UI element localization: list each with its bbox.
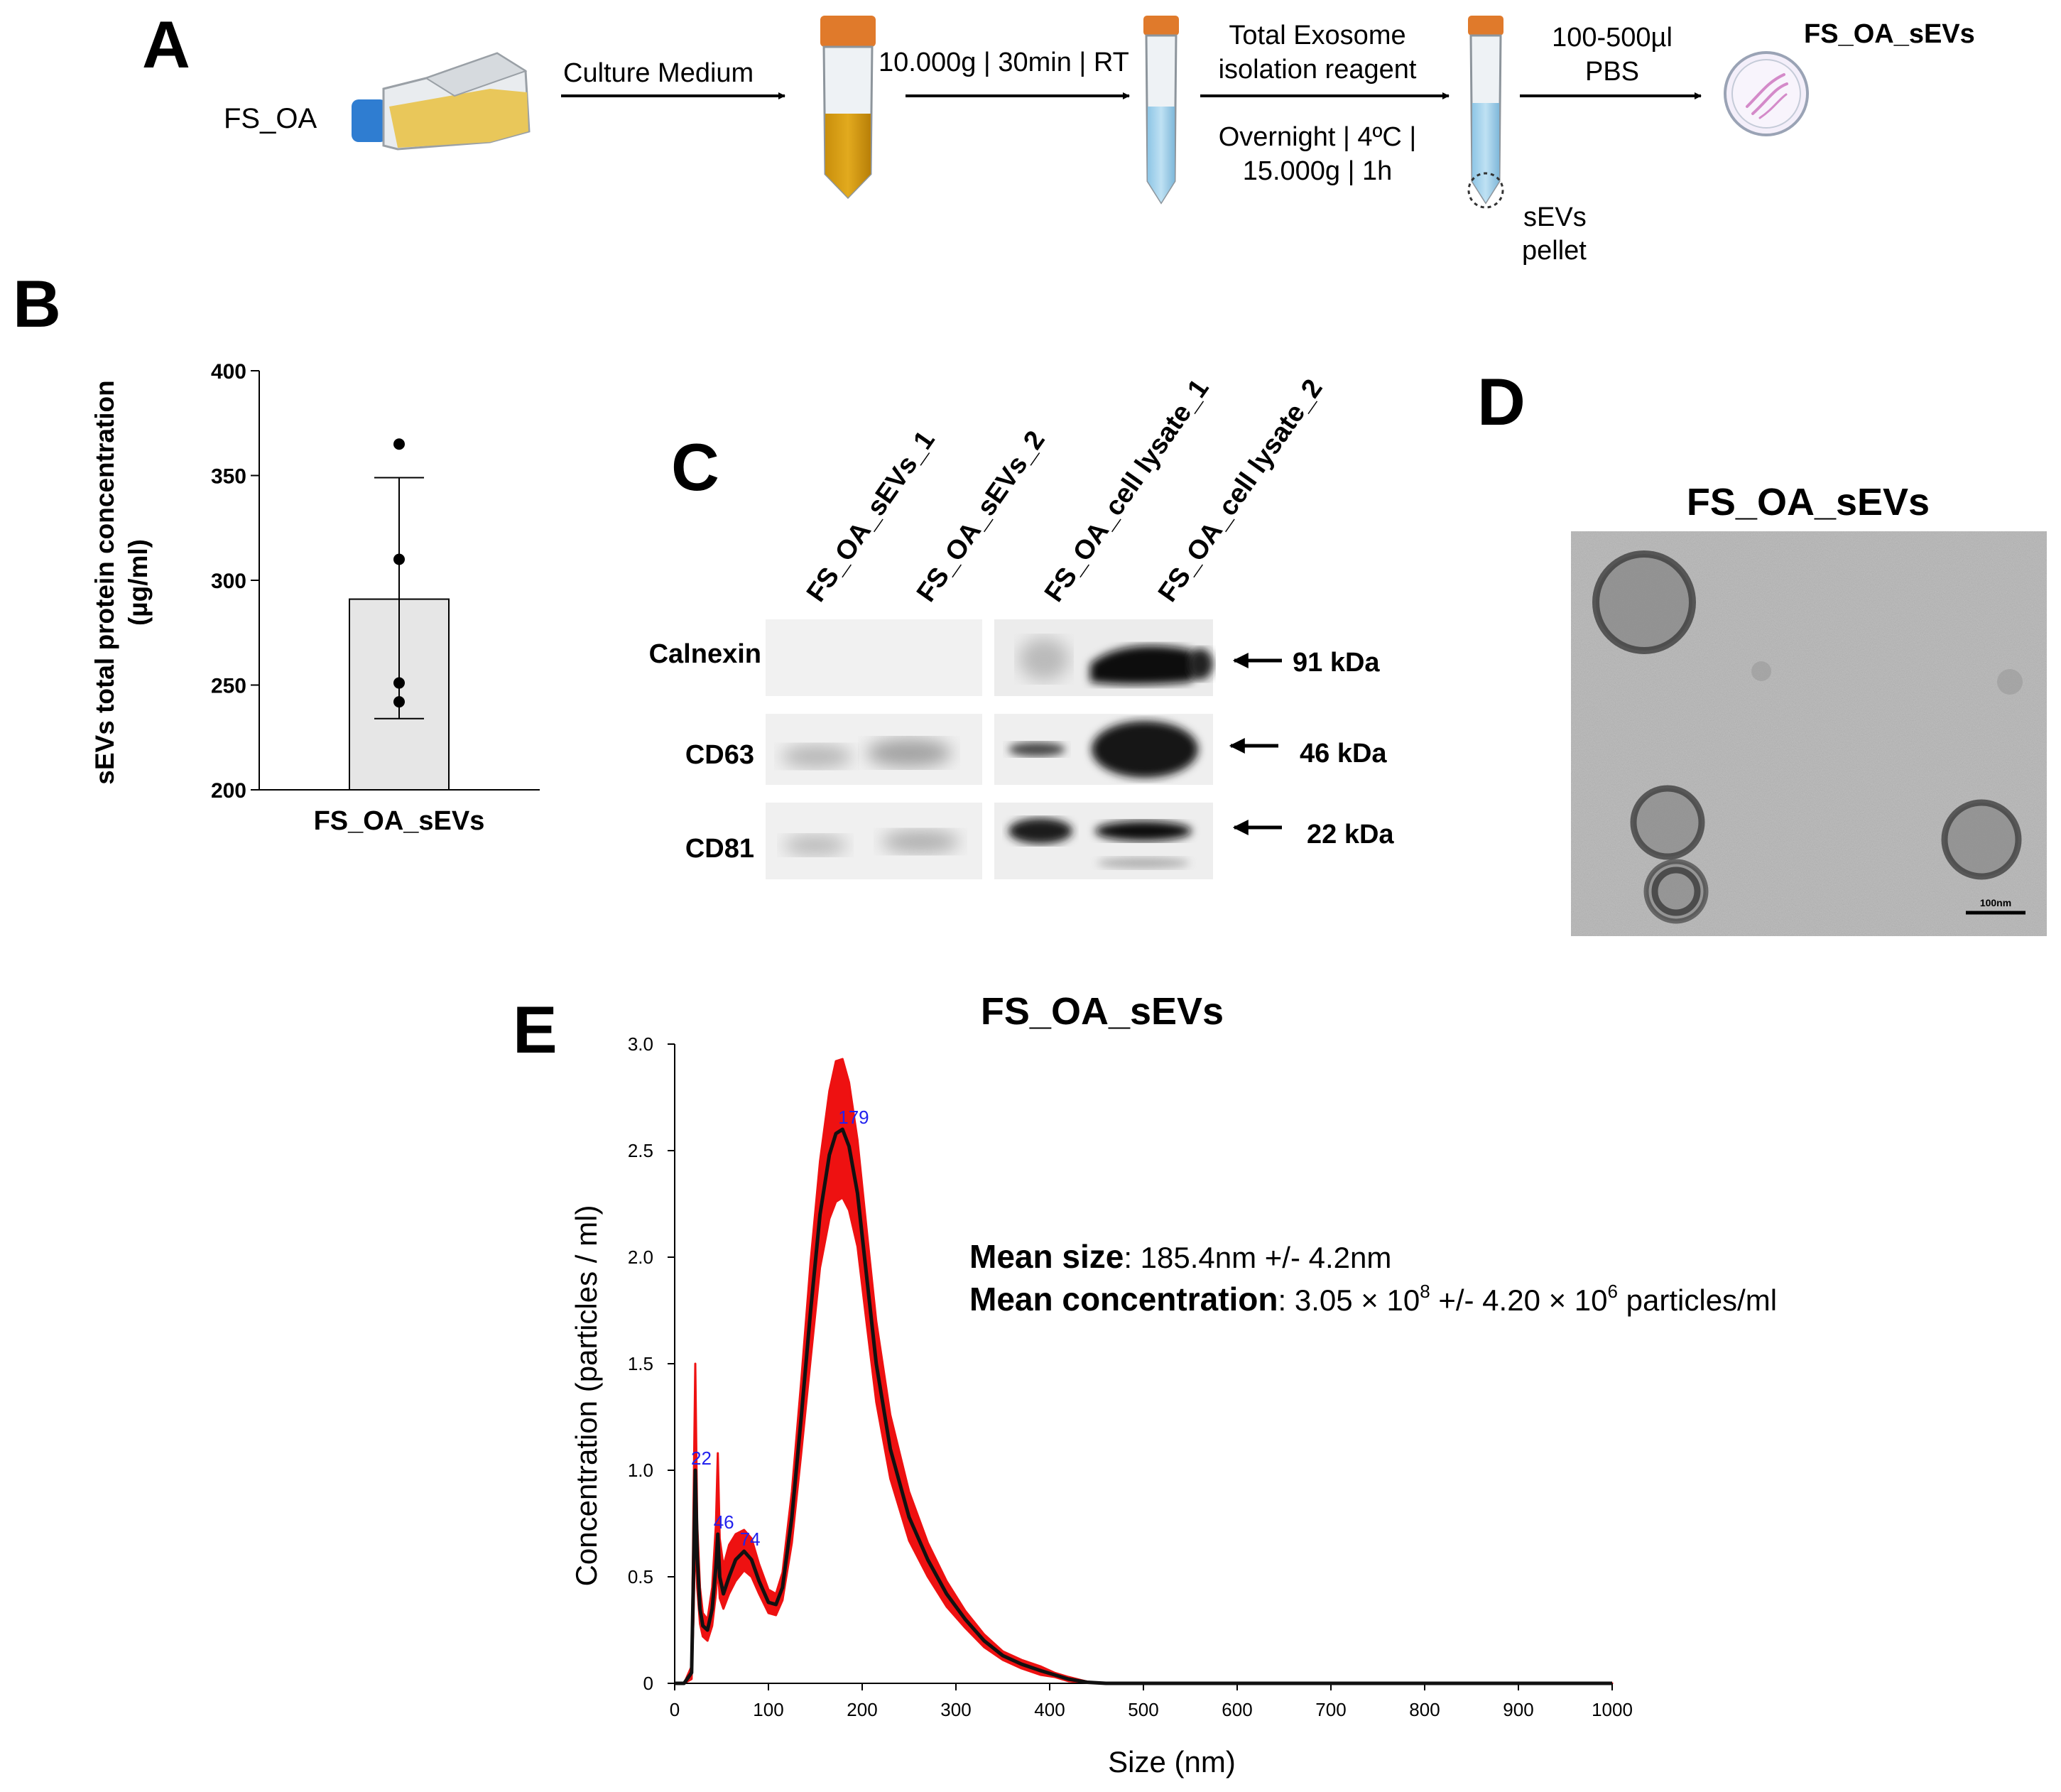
tem-vesicle: [1592, 550, 1696, 654]
tem-vesicle: [1630, 785, 1705, 860]
centrifuge-tube-icon: [820, 16, 876, 200]
chart-b-marks: FS_OA_sEVs: [314, 438, 485, 836]
chart-b-y-tick-label: 300: [211, 570, 246, 593]
chart-e-x-tick-label: 900: [1503, 1699, 1533, 1720]
chart-e-x-tick-label: 400: [1034, 1699, 1065, 1720]
mean-concentration-label: Mean concentration: [969, 1281, 1278, 1318]
petri-dish-icon: [1724, 51, 1809, 136]
blot-marker-name: Calnexin: [649, 639, 761, 669]
chart-e-xlabel: Size (nm): [1108, 1745, 1236, 1779]
chart-e-x-tick-label: 1000: [1592, 1699, 1633, 1720]
chart-e-marks: 22 46 74 179: [675, 1107, 1612, 1685]
tem-vesicle: [1941, 799, 2022, 880]
tem-vesicle: [1643, 859, 1709, 924]
panel-label-b: B: [13, 266, 61, 341]
workflow-step-overnight-line2: 15.000g | 1h: [1243, 156, 1393, 186]
mean-concentration-text: Mean concentration: 3.05 × 108 +/- 4.20 …: [969, 1281, 1777, 1318]
pellet-label-line1: sEVs: [1523, 202, 1587, 232]
culture-flask-icon: [352, 52, 531, 151]
mean-concentration-a: : 3.05 × 10: [1278, 1283, 1420, 1317]
chart-e-x-tick-label: 800: [1409, 1699, 1440, 1720]
chart-b-y-tick-label: 400: [211, 360, 246, 384]
chart-e-x-tick-label: 100: [753, 1699, 783, 1720]
blot-row-cd81: CD81 22 kDa: [685, 803, 1394, 879]
chart-e-band: [673, 1058, 1614, 1685]
blot-kda-label: 22 kDa: [1307, 820, 1394, 849]
chart-e-error-band: [673, 1058, 1614, 1685]
chart-e-x-tick-label: 700: [1315, 1699, 1346, 1720]
western-blot-lane-labels: FS_OA_sEVs_1 FS_OA_sEVs_2 FS_OA_cell lys…: [801, 374, 1329, 608]
workflow-source-label: FS_OA: [224, 103, 317, 134]
chart-e-x-tick-label: 200: [847, 1699, 877, 1720]
chart-b: 200 250 300 350 400 FS_OA_sEVs: [211, 360, 540, 836]
chart-b-y-tick-label: 200: [211, 779, 246, 803]
mean-concentration-exp-a: 8: [1420, 1281, 1430, 1302]
chart-e-ylabel: Concentration (particles / ml): [570, 1205, 603, 1587]
chart-b-ylabel-line2: (µg/ml): [124, 539, 153, 626]
tem-scale-label: 100nm: [1980, 897, 2011, 908]
tem-micrograph: 100nm: [1571, 531, 2047, 936]
chart-b-y-tick-label: 350: [211, 465, 246, 489]
chart-e-title: FS_OA_sEVs: [981, 990, 1224, 1033]
workflow-step-reagent-line1: Total Exosome: [1229, 21, 1405, 50]
workflow-product-label: FS_OA_sEVs: [1804, 19, 1975, 49]
blot-kda-label: 91 kDa: [1293, 648, 1380, 678]
chart-e-y-tick-label: 3.0: [628, 1033, 653, 1055]
chart-e-y-tick-label: 1.5: [628, 1353, 653, 1374]
chart-e-stats: Mean size: 185.4nm +/- 4.2nm Mean concen…: [969, 1238, 1777, 1318]
chart-e-y-tick-label: 2.5: [628, 1140, 653, 1161]
chart-e-x-tick-label: 500: [1128, 1699, 1158, 1720]
panel-label-e: E: [513, 992, 558, 1067]
chart-e-y-tick-label: 2.0: [628, 1247, 653, 1268]
blot-row-cd63: CD63 46 kDa: [685, 714, 1387, 785]
chart-e: 0 0.5 1.0 1.5 2.0 2.5 3.0 0 100 200 300 400 500 600 70…: [628, 1033, 1633, 1720]
chart-e-peak-label: 46: [714, 1511, 734, 1533]
chart-e-peak-label: 22: [691, 1448, 712, 1469]
blot-row-calnexin: Calnexin 91 kDa: [649, 619, 1380, 696]
chart-e-axes: 0 0.5 1.0 1.5 2.0 2.5 3.0 0 100 200 300 400 500 600 70…: [628, 1033, 1633, 1720]
chart-b-y-ticks: 200 250 300 350 400: [211, 360, 540, 803]
workflow-step-pbs-line2: PBS: [1585, 57, 1639, 87]
workflow-step-pbs-line1: 100-500µl: [1552, 23, 1673, 53]
chart-b-ylabel-line1: sEVs total protein concentration: [90, 380, 119, 784]
tem-title: FS_OA_sEVs: [1687, 481, 1930, 523]
supernatant-tube-icon: [1143, 16, 1179, 205]
mean-concentration-b: +/- 4.20 × 10: [1430, 1283, 1608, 1317]
chart-e-y-tick-label: 0.5: [628, 1566, 653, 1587]
blot-marker-name: CD81: [685, 834, 754, 864]
mean-size-label: Mean size: [969, 1238, 1124, 1275]
chart-b-y-tick-label: 250: [211, 675, 246, 698]
blot-kda-label: 46 kDa: [1300, 739, 1387, 769]
chart-b-point: [393, 438, 405, 450]
pellet-label-line2: pellet: [1522, 236, 1587, 266]
workflow-step-overnight-line1: Overnight | 4ºC |: [1219, 122, 1417, 152]
chart-b-point: [393, 696, 405, 708]
chart-e-x-tick-label: 300: [940, 1699, 971, 1720]
chart-b-category-label: FS_OA_sEVs: [314, 806, 485, 836]
panel-label-d: D: [1477, 364, 1526, 439]
mean-size-text: Mean size: 185.4nm +/- 4.2nm: [969, 1238, 1391, 1275]
chart-e-mean-line: [675, 1127, 1612, 1685]
mean-size-value: : 185.4nm +/- 4.2nm: [1124, 1241, 1391, 1274]
blot-marker-name: CD63: [685, 740, 754, 770]
chart-b-point: [393, 677, 405, 689]
chart-e-peak-label: 74: [740, 1528, 761, 1550]
workflow-step-reagent-line2: isolation reagent: [1219, 55, 1417, 85]
chart-e-x-tick-label: 600: [1222, 1699, 1252, 1720]
panel-label-c: C: [671, 430, 719, 504]
pellet-tube-icon: [1467, 16, 1504, 209]
chart-e-y-tick-label: 1.0: [628, 1460, 653, 1481]
workflow-step-culture-medium: Culture Medium: [563, 58, 754, 88]
chart-b-point: [393, 553, 405, 565]
workflow-step-centrifuge: 10.000g | 30min | RT: [879, 48, 1129, 77]
chart-e-x-tick-label: 0: [670, 1699, 680, 1720]
chart-e-peak-label: 179: [838, 1107, 869, 1128]
chart-e-y-tick-label: 0: [643, 1673, 653, 1694]
panel-label-a: A: [142, 7, 190, 82]
mean-concentration-c: particles/ml: [1618, 1283, 1777, 1317]
mean-concentration-exp-b: 6: [1608, 1281, 1618, 1302]
